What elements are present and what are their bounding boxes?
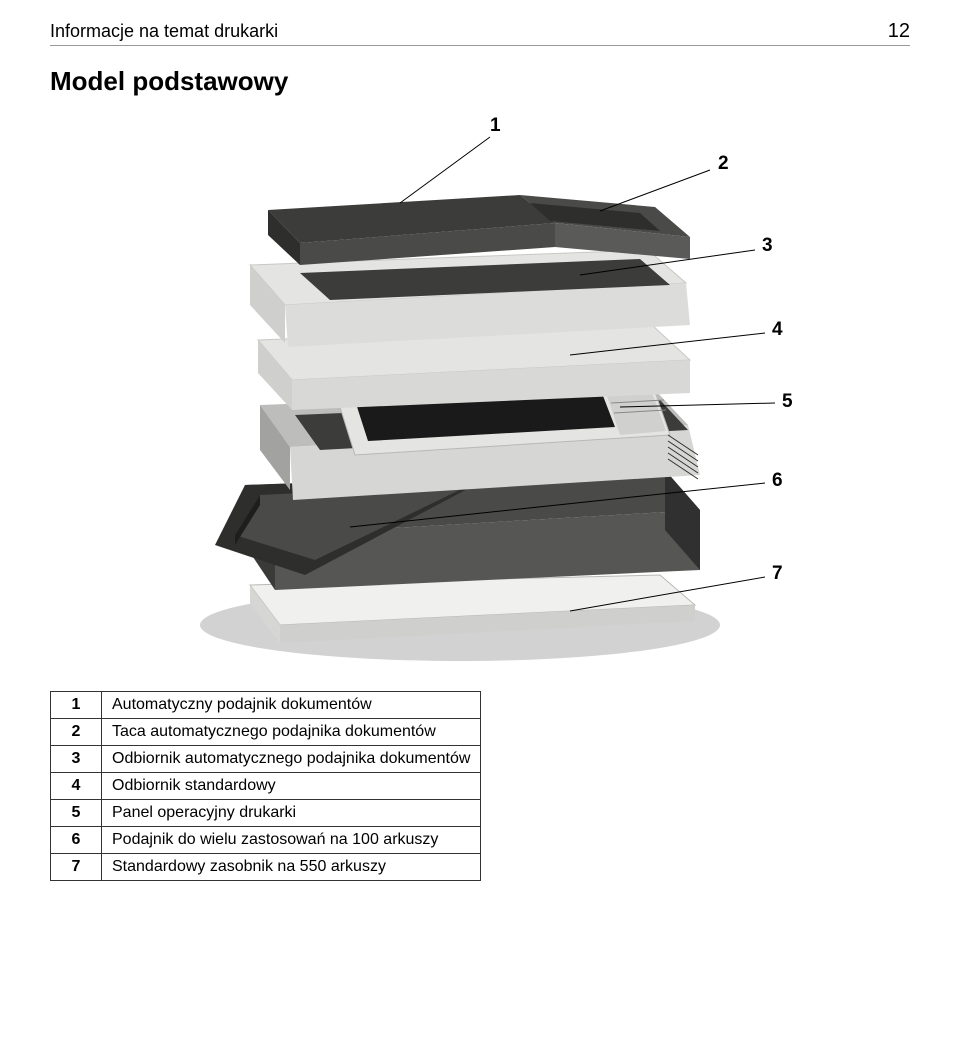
part-label: Podajnik do wielu zastosowań na 100 arku… (102, 827, 481, 854)
parts-table: 1 Automatyczny podajnik dokumentów 2 Tac… (50, 691, 481, 881)
table-row: 3 Odbiornik automatycznego podajnika dok… (51, 746, 481, 773)
page: Informacje na temat drukarki 12 Model po… (0, 0, 960, 1040)
table-row: 4 Odbiornik standardowy (51, 773, 481, 800)
callout-7: 7 (772, 563, 783, 585)
table-row: 6 Podajnik do wielu zastosowań na 100 ar… (51, 827, 481, 854)
table-row: 1 Automatyczny podajnik dokumentów (51, 692, 481, 719)
header-page-number: 12 (888, 20, 910, 43)
callout-6: 6 (772, 470, 783, 492)
part-number: 3 (51, 746, 102, 773)
part-number: 4 (51, 773, 102, 800)
part-label: Standardowy zasobnik na 550 arkuszy (102, 854, 481, 881)
callout-1: 1 (490, 115, 501, 137)
part-label: Automatyczny podajnik dokumentów (102, 692, 481, 719)
table-row: 5 Panel operacyjny drukarki (51, 800, 481, 827)
callout-2: 2 (718, 153, 729, 175)
callout-4: 4 (772, 319, 783, 341)
part-label: Odbiornik automatycznego podajnika dokum… (102, 746, 481, 773)
part-number: 1 (51, 692, 102, 719)
part-number: 7 (51, 854, 102, 881)
callout-5: 5 (782, 391, 793, 413)
callout-3: 3 (762, 235, 773, 257)
part-number: 5 (51, 800, 102, 827)
part-number: 2 (51, 719, 102, 746)
printer-illustration (100, 115, 860, 675)
part-label: Odbiornik standardowy (102, 773, 481, 800)
table-row: 2 Taca automatycznego podajnika dokument… (51, 719, 481, 746)
page-header: Informacje na temat drukarki 12 (50, 20, 910, 46)
part-number: 6 (51, 827, 102, 854)
header-title: Informacje na temat drukarki (50, 21, 278, 42)
printer-diagram: 1 2 3 4 5 6 7 (100, 115, 860, 675)
part-label: Panel operacyjny drukarki (102, 800, 481, 827)
section-title: Model podstawowy (50, 66, 910, 97)
part-label: Taca automatycznego podajnika dokumentów (102, 719, 481, 746)
table-row: 7 Standardowy zasobnik na 550 arkuszy (51, 854, 481, 881)
